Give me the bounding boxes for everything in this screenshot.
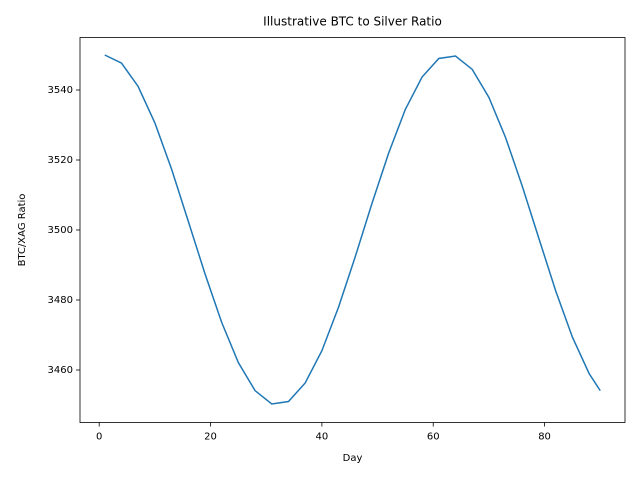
y-tick-label: 3500 [48, 225, 73, 236]
y-tick-label: 3540 [48, 85, 73, 96]
x-axis-label: Day [343, 453, 363, 464]
data-line [104, 54, 601, 405]
x-tick-label: 0 [96, 432, 102, 443]
x-tick-label: 20 [204, 432, 217, 443]
y-axis-label: BTC/XAG Ratio [17, 194, 28, 267]
y-tick-label: 3520 [48, 155, 73, 166]
x-tick-label: 60 [427, 432, 440, 443]
x-tick-label: 40 [316, 432, 329, 443]
plot-frame [79, 37, 626, 423]
y-tick-label: 3480 [48, 295, 73, 306]
chart-title: Illustrative BTC to Silver Ratio [263, 15, 442, 29]
y-tick-label: 3460 [48, 365, 73, 376]
x-tick-label: 80 [538, 432, 551, 443]
